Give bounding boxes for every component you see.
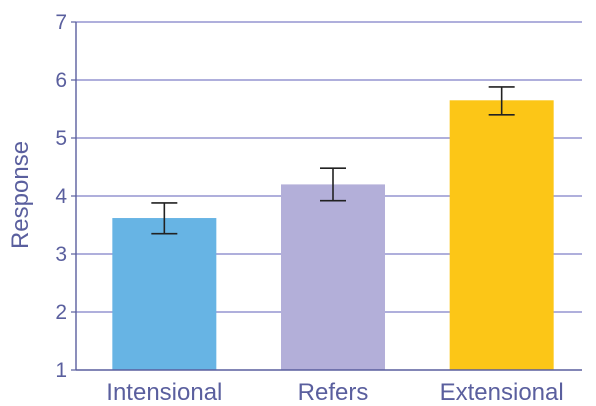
error-bars [151, 86, 515, 235]
y-tick-labels: 1 2 3 4 5 6 7 [55, 11, 67, 382]
axes [71, 21, 582, 371]
y-tick-label: 4 [55, 185, 67, 208]
y-tick-label: 3 [55, 243, 67, 266]
bar-refers [281, 184, 385, 370]
y-tick-label: 7 [55, 11, 67, 34]
x-category-label: Refers [298, 379, 369, 406]
x-category-label: Extensional [440, 379, 564, 406]
y-axis-title: Response [7, 141, 34, 249]
y-tick-label: 1 [55, 359, 67, 382]
x-category-label: Intensional [106, 379, 222, 406]
y-tick-label: 5 [55, 127, 67, 150]
y-tick-label: 2 [55, 301, 67, 324]
bar-extensional [449, 100, 554, 371]
x-category-labels: Intensional Refers Extensional [106, 379, 563, 406]
bars [112, 100, 554, 371]
bar-intensional [112, 218, 217, 370]
y-tick-label: 6 [55, 69, 67, 92]
